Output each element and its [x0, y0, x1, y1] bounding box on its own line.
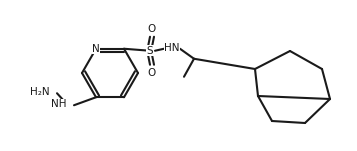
Text: H₂N: H₂N	[30, 87, 50, 97]
Text: NH: NH	[51, 99, 67, 109]
Text: O: O	[148, 68, 156, 78]
Text: O: O	[148, 24, 156, 34]
Text: HN: HN	[164, 43, 180, 53]
Text: S: S	[147, 46, 153, 56]
Text: N: N	[92, 44, 100, 54]
